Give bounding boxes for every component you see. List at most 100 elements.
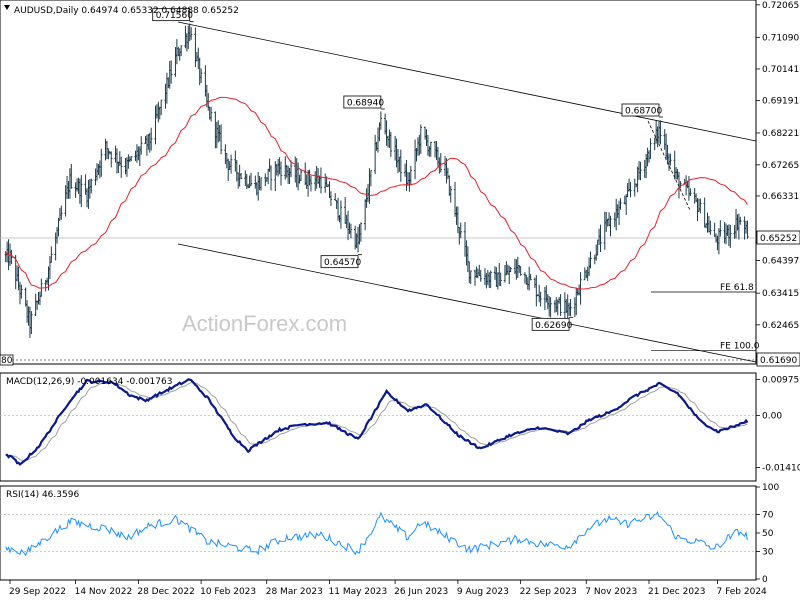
rsi-tick-label: 70 xyxy=(762,511,774,521)
price-bar xyxy=(589,251,592,269)
price-bar xyxy=(289,160,293,178)
price-bar xyxy=(329,191,333,206)
macd-tick-label: 0.00 xyxy=(762,411,782,421)
time-tick-label: 22 Sep 2023 xyxy=(520,587,577,597)
price-bar xyxy=(529,273,532,281)
price-tick-label: 0.69191 xyxy=(762,97,799,107)
price-bar xyxy=(489,270,492,289)
price-bar xyxy=(279,161,283,186)
price-bar xyxy=(579,272,582,305)
price-bar xyxy=(110,151,113,168)
price-bar xyxy=(469,270,472,285)
price-bar xyxy=(269,165,273,191)
pivot-label-box xyxy=(343,95,382,109)
price-bar xyxy=(559,294,562,316)
price-bar xyxy=(319,167,323,194)
price-bar xyxy=(60,205,63,220)
price-bar xyxy=(20,284,23,299)
price-bar xyxy=(599,224,602,252)
channel-upper-line xyxy=(177,21,757,142)
price-bar xyxy=(299,168,303,181)
pivot-label: 0.68700 xyxy=(625,107,662,117)
time-axis: 29 Sep 2022 14 Nov 2022 28 Dec 2022 10 Feb … xyxy=(9,580,767,597)
rsi-tick-label: 0 xyxy=(762,575,768,585)
price-bar xyxy=(679,181,682,189)
price-bar xyxy=(459,222,462,239)
price-bar xyxy=(729,224,732,248)
macd-axis: 0.009751 0.00 -0.014107 xyxy=(756,375,800,473)
price-bar xyxy=(309,175,313,192)
price-bar xyxy=(189,27,193,40)
pivot-label: 0.68940 xyxy=(347,99,384,109)
price-bar xyxy=(239,173,243,180)
time-tick-label: 14 Nov 2022 xyxy=(75,587,133,597)
rsi-tick-label: 100 xyxy=(762,483,779,493)
price-bar xyxy=(30,311,33,335)
channel-lower-line xyxy=(177,243,757,363)
price-bar xyxy=(209,106,213,122)
price-bar xyxy=(130,156,133,162)
price-bar xyxy=(249,172,253,186)
time-tick-label: 26 Jun 2023 xyxy=(394,587,448,597)
time-tick-label: 29 Sep 2022 xyxy=(9,587,66,597)
price-bar xyxy=(70,163,73,189)
price-bar xyxy=(409,166,413,186)
price-bar xyxy=(519,266,522,276)
price-bar xyxy=(50,246,53,263)
price-bar xyxy=(219,124,223,155)
price-tick-label: 0.68221 xyxy=(762,129,799,139)
price-bar xyxy=(140,136,143,155)
macd-line xyxy=(5,378,749,466)
price-bar xyxy=(80,175,83,208)
macd-header: MACD(12,26,9) -0.001634 -0.001763 xyxy=(6,377,172,387)
price-bar xyxy=(179,45,183,57)
main-header: AUDUSD,Daily 0.64974 0.65332 0.64888 0.6… xyxy=(4,5,239,16)
price-bar xyxy=(159,99,163,116)
macd-signal-line xyxy=(5,382,748,461)
pivot-label: 0.64570 xyxy=(324,258,361,268)
price-bar xyxy=(509,267,512,273)
pivot-label: 0.62690 xyxy=(535,321,572,331)
price-bar xyxy=(639,161,642,181)
macd-panel-frame xyxy=(0,372,757,482)
price-bar xyxy=(739,216,742,225)
price-bar xyxy=(699,198,702,214)
fib-level-label: FE 61.8 xyxy=(720,283,754,293)
price-tick-label: 0.63415 xyxy=(762,289,799,299)
price-bar xyxy=(479,269,482,282)
price-bar xyxy=(539,291,542,307)
price-bar xyxy=(369,170,373,187)
price-tick-label: 0.66331 xyxy=(762,192,799,202)
pivot-label-box xyxy=(531,317,570,331)
left-edge-label-box xyxy=(0,354,14,366)
price-bar xyxy=(669,153,672,166)
main-header-text: AUDUSD,Daily 0.64974 0.65332 0.64888 0.6… xyxy=(14,6,239,16)
price-bar xyxy=(439,153,442,173)
time-tick-label: 7 Nov 2023 xyxy=(585,587,637,597)
price-bar xyxy=(399,149,403,182)
price-bar xyxy=(689,188,692,196)
rsi-axis: 100 70 50 30 0 xyxy=(756,483,779,585)
fib-levels: FE 61.8 FE 100.0 xyxy=(651,283,760,352)
price-bar xyxy=(609,215,612,237)
projection-dashed-line xyxy=(647,120,691,211)
price-bar xyxy=(649,138,652,159)
left-edge-label: 80 xyxy=(1,356,13,366)
price-tick-label: 0.70141 xyxy=(762,65,799,75)
price-bar xyxy=(349,223,353,239)
pivot-label-box xyxy=(621,103,660,117)
pivot-label-box xyxy=(152,8,191,22)
time-tick-label: 11 May 2023 xyxy=(329,587,388,597)
price-bar xyxy=(199,68,203,83)
current-price-label: 0.65252 xyxy=(760,234,797,244)
price-bar xyxy=(10,249,13,265)
low-price-label: 0.61690 xyxy=(760,356,797,366)
macd-tick-label: -0.014107 xyxy=(762,463,800,473)
price-bar xyxy=(229,154,233,174)
pivot-label-box xyxy=(320,255,359,269)
price-bar xyxy=(150,127,153,151)
price-bar xyxy=(339,200,343,229)
price-bar xyxy=(659,120,662,145)
